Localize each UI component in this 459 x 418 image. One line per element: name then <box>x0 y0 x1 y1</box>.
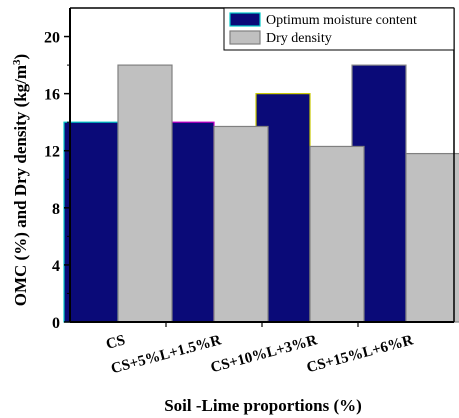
y-tick-label-16: 16 <box>44 87 60 104</box>
bar-dry-density-2 <box>309 145 365 323</box>
x-tick-label-2: CS+10%L+3%R <box>209 332 319 376</box>
x-tick-label-3: CS+15%L+6%R <box>305 332 415 376</box>
y-axis-label: OMC (%) and Dry density (kg/m3) <box>11 54 30 306</box>
y-tick-label-0: 0 <box>52 315 60 332</box>
x-tick-label-1: CS+5%L+1.5%R <box>109 332 223 377</box>
bar-dry-density-1 <box>213 125 269 323</box>
y-axis-label-main: OMC (%) and Dry density (kg/m <box>11 65 30 306</box>
y-axis-label-suffix: ) <box>11 54 30 60</box>
x-tick-label-0: CS <box>104 332 127 352</box>
legend: Optimum moisture content Dry density <box>223 7 455 51</box>
legend-box <box>223 7 455 51</box>
x-axis-label: Soil -Lime proportions (%) <box>164 396 362 415</box>
y-tick-label-12: 12 <box>44 144 60 161</box>
legend-swatch-0 <box>229 12 261 27</box>
legend-label-0: Optimum moisture content <box>266 13 417 28</box>
bar-omc-0 <box>63 121 119 323</box>
legend-swatch-1 <box>229 30 261 45</box>
legend-label-1: Dry density <box>266 31 332 46</box>
bar-dry-density-3 <box>405 152 459 323</box>
bars-layer <box>63 64 459 323</box>
y-tick-label-8: 8 <box>52 201 60 218</box>
bar-dry-density-0 <box>117 64 173 323</box>
y-axis-label-superscript: 3 <box>11 59 23 65</box>
y-tick-label-20: 20 <box>44 30 60 47</box>
y-tick-label-4: 4 <box>52 258 60 275</box>
